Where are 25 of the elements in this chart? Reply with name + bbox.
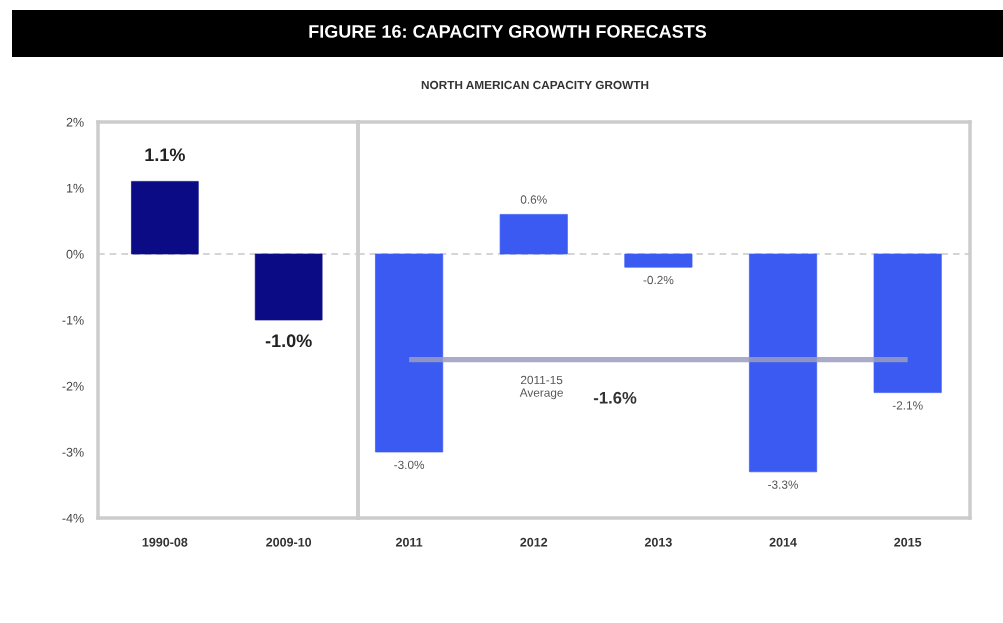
data-label: -2.1% xyxy=(892,401,923,410)
x-tick-label: 2011 xyxy=(395,537,423,547)
annotation: -1.6% xyxy=(593,391,637,404)
y-tick-label: 0% xyxy=(66,249,84,259)
x-tick-label: 2012 xyxy=(520,537,548,547)
x-tick-label: 2015 xyxy=(894,537,922,547)
x-tick-label: 1990-08 xyxy=(142,537,188,547)
x-tick-label: 2014 xyxy=(769,537,797,547)
y-tick-label: 2% xyxy=(66,117,84,127)
y-tick-label: -3% xyxy=(62,447,84,457)
y-tick-label: -2% xyxy=(62,381,84,391)
data-label: -1.0% xyxy=(265,334,312,348)
y-tick-label: 1% xyxy=(67,183,84,193)
data-label: 1.1% xyxy=(145,148,185,162)
data-label: -0.2% xyxy=(643,275,674,285)
data-label: -3.3% xyxy=(768,480,799,489)
data-label: -3.0% xyxy=(394,460,425,469)
annotation: 2011-15 Average xyxy=(519,375,563,400)
chart-subtitle: NORTH AMERICAN CAPACITY GROWTH xyxy=(421,80,649,90)
chart-title: FIGURE 16: CAPACITY GROWTH FORECASTS xyxy=(309,25,707,38)
y-tick-label: -1% xyxy=(62,315,84,325)
x-tick-label: 2009-10 xyxy=(266,537,312,547)
x-tick-label: 2013 xyxy=(644,537,672,547)
y-tick-label: -4% xyxy=(62,513,84,523)
data-label: 0.6% xyxy=(520,195,547,204)
